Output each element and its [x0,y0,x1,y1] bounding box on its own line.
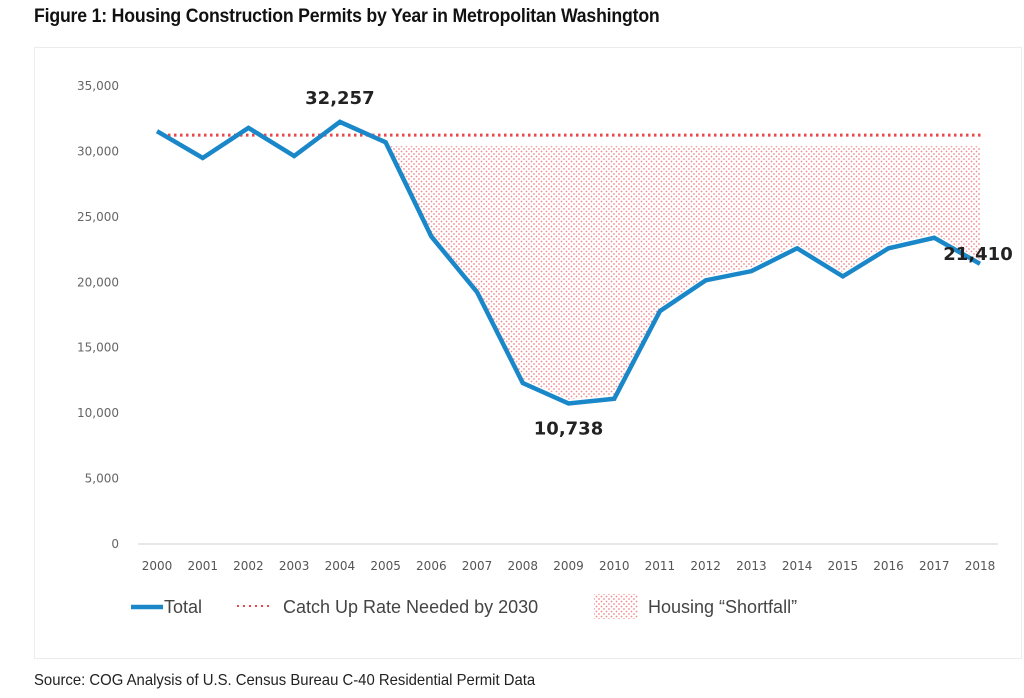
x-tick-label: 2010 [599,559,630,573]
legend-shortfall-label: Housing “Shortfall” [648,597,797,617]
x-tick-label: 2011 [645,559,676,573]
data-label: 21,410 [943,244,1012,265]
x-tick-label: 2012 [690,559,721,573]
axis-layer: 0 5,000 10,000 15,000 20,000 25,000 30,000 35,0… [77,79,998,573]
x-tick-label: 2016 [873,559,904,573]
series-layer [155,119,984,406]
x-tick-label: 2003 [279,559,310,573]
y-tick-label: 35,000 [77,79,119,93]
data-label: 32,257 [305,88,374,109]
x-tick-label: 2014 [782,559,813,573]
y-tick-label: 15,000 [77,341,119,355]
source-note: Source: COG Analysis of U.S. Census Bure… [34,672,536,689]
legend: Total Catch Up Rate Needed by 2030 Housing… [131,594,797,619]
figure-title: Figure 1: Housing Construction Permits b… [34,6,660,27]
x-tick-label: 2008 [508,559,539,573]
legend-total-label: Total [164,597,202,617]
legend-catch-up-label: Catch Up Rate Needed by 2030 [283,597,538,617]
shortfall-area [385,138,981,400]
legend-shortfall-swatch [594,594,638,619]
x-tick-label: 2017 [919,559,950,573]
x-tick-label: 2013 [736,559,767,573]
x-tick-label: 2009 [553,559,584,573]
data-label: 10,738 [534,418,603,439]
y-tick-label: 20,000 [77,275,119,289]
x-tick-label: 2001 [187,559,218,573]
x-tick-label: 2018 [965,559,996,573]
y-tick-label: 10,000 [77,406,119,420]
y-tick-label: 25,000 [77,210,119,224]
x-tick-label: 2002 [233,559,264,573]
x-tick-label: 2007 [462,559,493,573]
x-tick-label: 2015 [828,559,859,573]
line-chart: 0 5,000 10,000 15,000 20,000 25,000 30,000 35,0… [77,79,1013,619]
x-tick-label: 2000 [142,559,173,573]
y-tick-label: 0 [111,537,119,551]
x-tick-label: 2005 [370,559,401,573]
y-tick-label: 5,000 [85,472,119,486]
y-tick-label: 30,000 [77,144,119,158]
shortfall-area-layer [385,138,981,400]
x-tick-label: 2006 [416,559,447,573]
annotation-layer: 32,257 10,738 21,410 [305,88,1013,440]
x-tick-label: 2004 [325,559,356,573]
